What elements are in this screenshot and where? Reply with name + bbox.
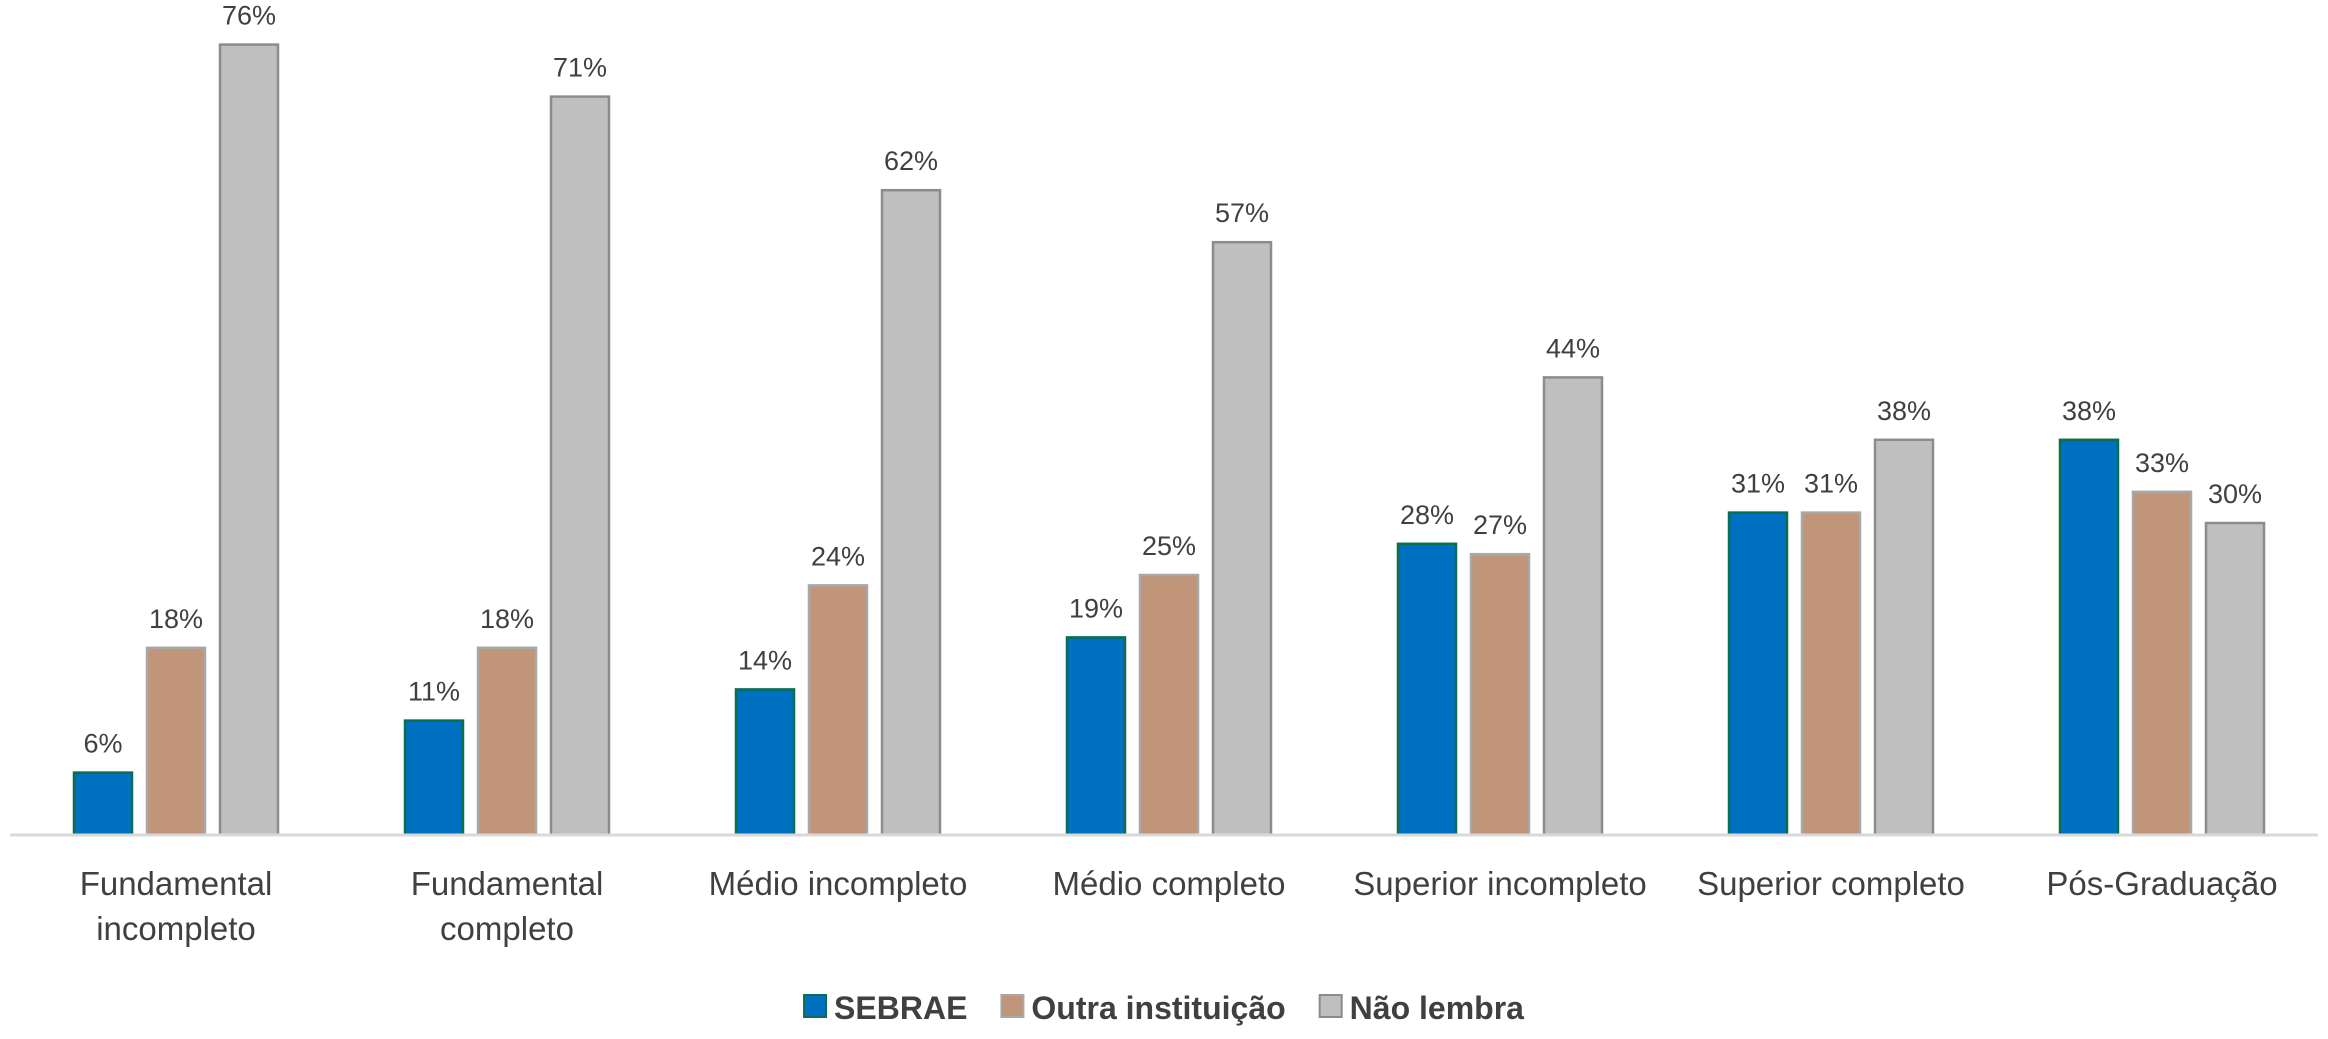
category-label-0: Fundamental incompleto: [80, 865, 273, 947]
category-label-3: Médio completo: [1053, 865, 1286, 902]
value-label-2-3: 57%: [1215, 198, 1269, 228]
bar-2-1: [549, 95, 611, 837]
category-label-2: Médio incompleto: [709, 865, 968, 902]
legend-label-0: SEBRAE: [834, 990, 967, 1026]
value-label-1-3: 25%: [1142, 531, 1196, 561]
value-label-0-1: 11%: [408, 677, 460, 707]
bar-0-5: [1727, 511, 1789, 837]
value-label-2-1: 71%: [553, 53, 607, 83]
bar-0-1: [403, 719, 465, 837]
bar-0-4: [1396, 542, 1458, 837]
bar-2-4: [1542, 376, 1604, 837]
value-label-0-3: 19%: [1069, 593, 1123, 623]
category-label-6: Pós-Graduação: [2046, 865, 2277, 902]
bar-1-4: [1469, 552, 1531, 837]
bar-2-6: [2204, 521, 2266, 837]
value-label-1-6: 33%: [2135, 448, 2189, 478]
bar-1-6: [2131, 490, 2193, 837]
bar-2-5: [1873, 438, 1935, 837]
value-label-1-0: 18%: [149, 604, 203, 634]
bar-1-2: [807, 584, 869, 837]
legend-label-1: Outra instituição: [1031, 990, 1285, 1026]
bar-2-3: [1211, 240, 1273, 837]
bar-1-3: [1138, 573, 1200, 837]
value-label-0-6: 38%: [2062, 396, 2116, 426]
value-label-2-2: 62%: [884, 146, 938, 176]
value-label-0-0: 6%: [83, 729, 122, 759]
category-labels-group: Fundamental incompleto Fundamental completo…: [80, 865, 2278, 947]
value-label-1-2: 24%: [811, 541, 865, 571]
legend-swatch-2: [1318, 994, 1343, 1018]
value-label-1-5: 31%: [1804, 469, 1858, 499]
bar-1-5: [1800, 511, 1862, 837]
bar-2-2: [880, 188, 942, 837]
category-label-4: Superior incompleto: [1353, 865, 1647, 902]
value-label-0-5: 31%: [1731, 469, 1785, 499]
legend: SEBRAE Outra instituição Não lembra: [803, 990, 1524, 1026]
value-label-1-4: 27%: [1473, 510, 1527, 540]
value-label-2-6: 30%: [2208, 479, 2262, 509]
category-label-5: Superior completo: [1697, 865, 1965, 902]
bar-0-2: [734, 688, 796, 837]
value-label-2-0: 76%: [222, 1, 276, 31]
value-label-1-1: 18%: [480, 604, 534, 634]
bar-0-6: [2058, 438, 2120, 837]
value-label-2-5: 38%: [1877, 396, 1931, 426]
category-label-1: Fundamental completo: [411, 865, 604, 947]
value-label-2-4: 44%: [1546, 333, 1600, 363]
value-label-0-2: 14%: [738, 645, 792, 675]
bar-0-0: [72, 771, 134, 837]
bar-1-1: [476, 646, 538, 837]
legend-swatch-1: [1000, 994, 1025, 1018]
value-labels-group: 6% 18% 76% 11% 18% 71% 14% 24% 62% 19% 25% 57% 28% 27…: [83, 1, 2262, 759]
value-label-0-4: 28%: [1400, 500, 1454, 530]
bar-0-3: [1065, 636, 1127, 837]
bar-2-0: [218, 43, 280, 837]
legend-label-2: Não lembra: [1350, 990, 1524, 1026]
bar-1-0: [145, 646, 207, 837]
legend-swatch-0: [803, 994, 828, 1018]
bars-group: [72, 43, 2266, 837]
